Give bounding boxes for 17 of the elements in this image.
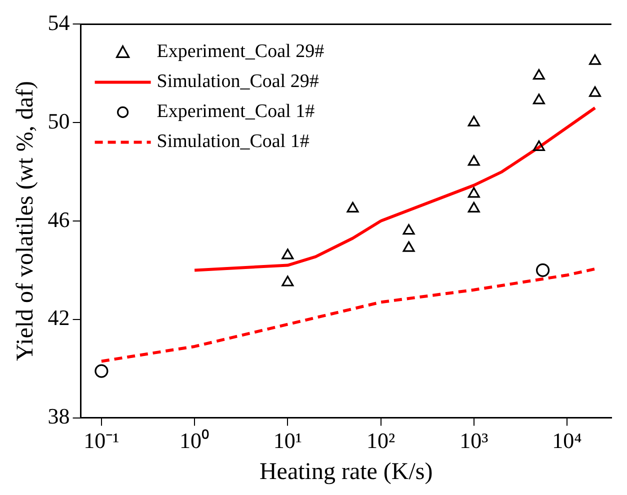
- y-tick-label: 50: [48, 108, 70, 134]
- legend-label: Simulation_Coal 1#: [156, 131, 310, 152]
- legend-label: Simulation_Coal 29#: [156, 71, 320, 92]
- y-tick-label: 54: [48, 10, 70, 35]
- x-tick-label: 10²: [366, 428, 396, 453]
- x-tick-label: 10⁰: [180, 428, 210, 453]
- y-tick-label: 42: [48, 305, 70, 330]
- x-tick-label: 10⁴: [552, 428, 582, 453]
- x-axis-title: Heating rate (K/s): [259, 458, 433, 485]
- x-tick-label: 10⁻¹: [84, 428, 120, 453]
- y-axis-title: Yield of volatiles (wt %, daf): [12, 81, 39, 361]
- x-tick-label: 10³: [460, 428, 489, 453]
- y-tick-label: 38: [48, 404, 70, 429]
- legend-label: Experiment_Coal 1#: [156, 101, 316, 122]
- x-tick-label: 10¹: [273, 428, 302, 453]
- y-tick-label: 46: [48, 206, 70, 232]
- legend-label: Experiment_Coal 29#: [156, 41, 325, 62]
